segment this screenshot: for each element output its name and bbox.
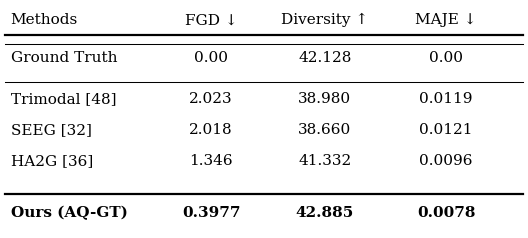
Text: Methods: Methods <box>11 13 78 27</box>
Text: HA2G [36]: HA2G [36] <box>11 154 93 168</box>
Text: 2.023: 2.023 <box>190 92 233 106</box>
Text: FGD ↓: FGD ↓ <box>185 13 238 27</box>
Text: MAJE ↓: MAJE ↓ <box>416 13 477 27</box>
Text: 42.128: 42.128 <box>298 51 352 65</box>
Text: 0.0078: 0.0078 <box>417 206 475 220</box>
Text: 1.346: 1.346 <box>190 154 233 168</box>
Text: Ours (AQ-GT): Ours (AQ-GT) <box>11 206 127 220</box>
Text: 0.0121: 0.0121 <box>419 123 473 137</box>
Text: Trimodal [48]: Trimodal [48] <box>11 92 116 106</box>
Text: 42.885: 42.885 <box>296 206 354 220</box>
Text: Ground Truth: Ground Truth <box>11 51 117 65</box>
Text: 0.00: 0.00 <box>194 51 228 65</box>
Text: 0.0096: 0.0096 <box>419 154 473 168</box>
Text: 0.0119: 0.0119 <box>419 92 473 106</box>
Text: 0.00: 0.00 <box>429 51 463 65</box>
Text: 41.332: 41.332 <box>298 154 351 168</box>
Text: 38.980: 38.980 <box>298 92 351 106</box>
Text: 0.3977: 0.3977 <box>182 206 240 220</box>
Text: Diversity ↑: Diversity ↑ <box>281 13 369 27</box>
Text: 38.660: 38.660 <box>298 123 351 137</box>
Text: 2.018: 2.018 <box>190 123 233 137</box>
Text: SEEG [32]: SEEG [32] <box>11 123 91 137</box>
